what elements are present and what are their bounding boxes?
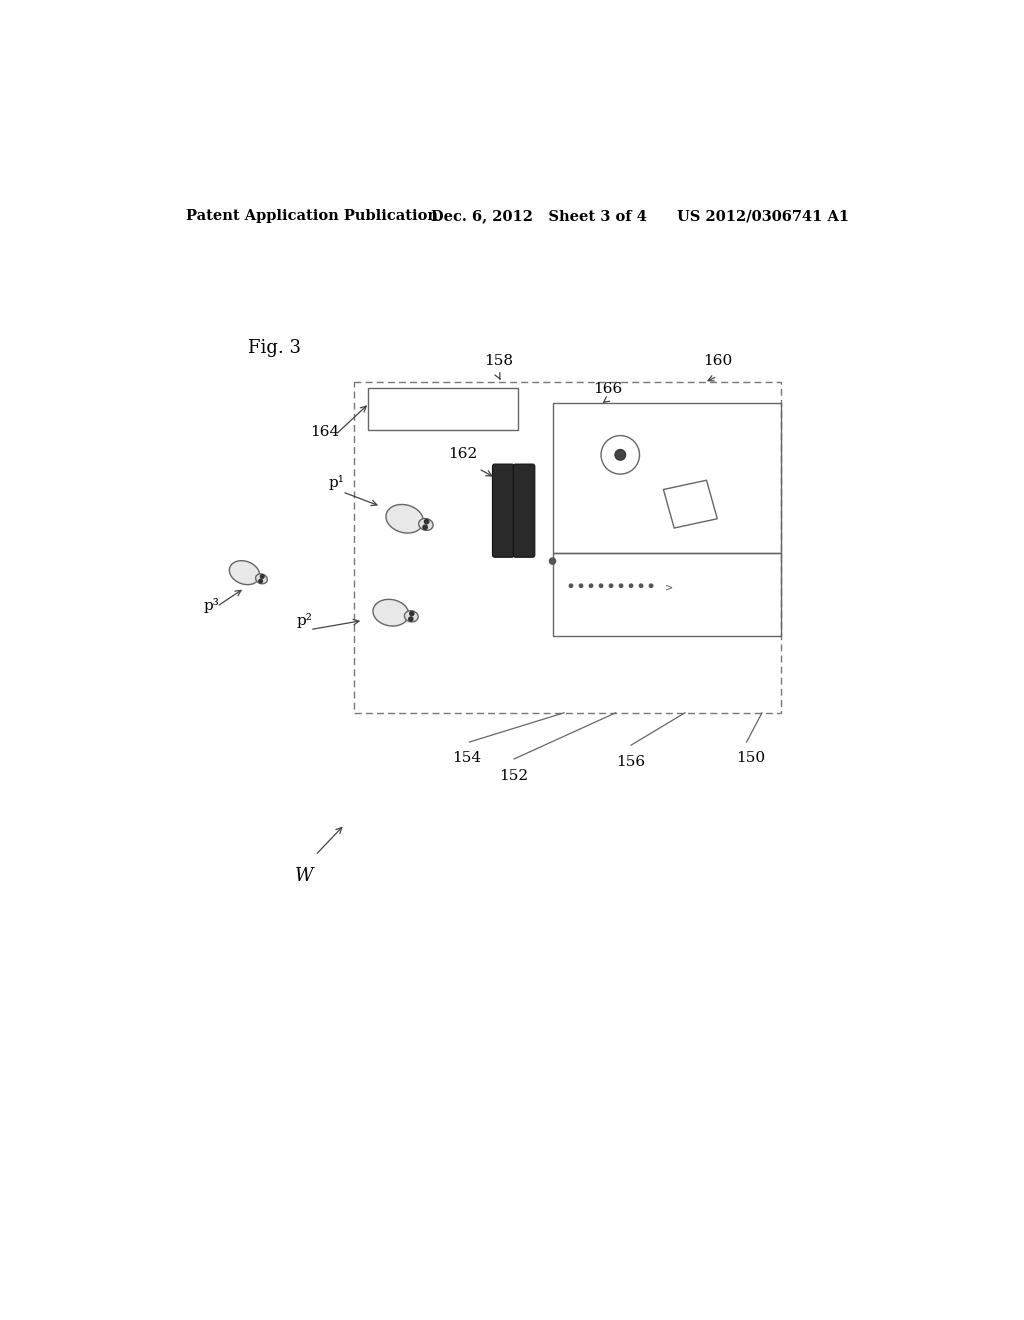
Text: >: >	[665, 582, 673, 593]
Circle shape	[259, 579, 262, 583]
Text: 162: 162	[449, 447, 478, 461]
Circle shape	[614, 450, 626, 461]
Text: 150: 150	[736, 751, 765, 766]
Text: US 2012/0306741 A1: US 2012/0306741 A1	[677, 209, 849, 223]
Text: p³: p³	[204, 598, 219, 612]
Bar	[354, 381, 781, 713]
Circle shape	[410, 611, 414, 615]
Text: 156: 156	[616, 755, 645, 770]
Bar	[553, 404, 781, 553]
Circle shape	[599, 583, 603, 587]
Circle shape	[609, 583, 612, 587]
Text: Patent Application Publication: Patent Application Publication	[186, 209, 438, 223]
Ellipse shape	[419, 519, 433, 531]
Circle shape	[649, 583, 652, 587]
Ellipse shape	[404, 611, 418, 622]
Text: 160: 160	[702, 354, 732, 368]
Ellipse shape	[229, 561, 260, 585]
Polygon shape	[664, 480, 717, 528]
Text: p²: p²	[297, 612, 312, 628]
Circle shape	[423, 525, 427, 529]
Circle shape	[569, 583, 572, 587]
Circle shape	[424, 519, 429, 524]
Text: 152: 152	[500, 770, 528, 783]
Text: p¹: p¹	[329, 474, 345, 490]
Ellipse shape	[256, 574, 267, 583]
Text: Dec. 6, 2012   Sheet 3 of 4: Dec. 6, 2012 Sheet 3 of 4	[431, 209, 647, 223]
Ellipse shape	[386, 504, 423, 533]
Circle shape	[409, 616, 413, 622]
FancyBboxPatch shape	[513, 465, 535, 557]
Text: 164: 164	[310, 425, 339, 440]
Circle shape	[590, 583, 593, 587]
FancyBboxPatch shape	[493, 465, 514, 557]
Circle shape	[630, 583, 633, 587]
Circle shape	[620, 583, 623, 587]
Circle shape	[601, 436, 640, 474]
Circle shape	[260, 574, 264, 578]
Circle shape	[639, 583, 643, 587]
Circle shape	[580, 583, 583, 587]
Text: 154: 154	[453, 751, 481, 766]
Bar	[553, 553, 781, 636]
Text: 158: 158	[484, 354, 513, 368]
Circle shape	[550, 558, 556, 564]
Text: Fig. 3: Fig. 3	[248, 339, 301, 356]
Ellipse shape	[373, 599, 409, 626]
Bar	[368, 388, 518, 430]
Text: 166: 166	[593, 381, 623, 396]
Text: W: W	[295, 867, 313, 884]
